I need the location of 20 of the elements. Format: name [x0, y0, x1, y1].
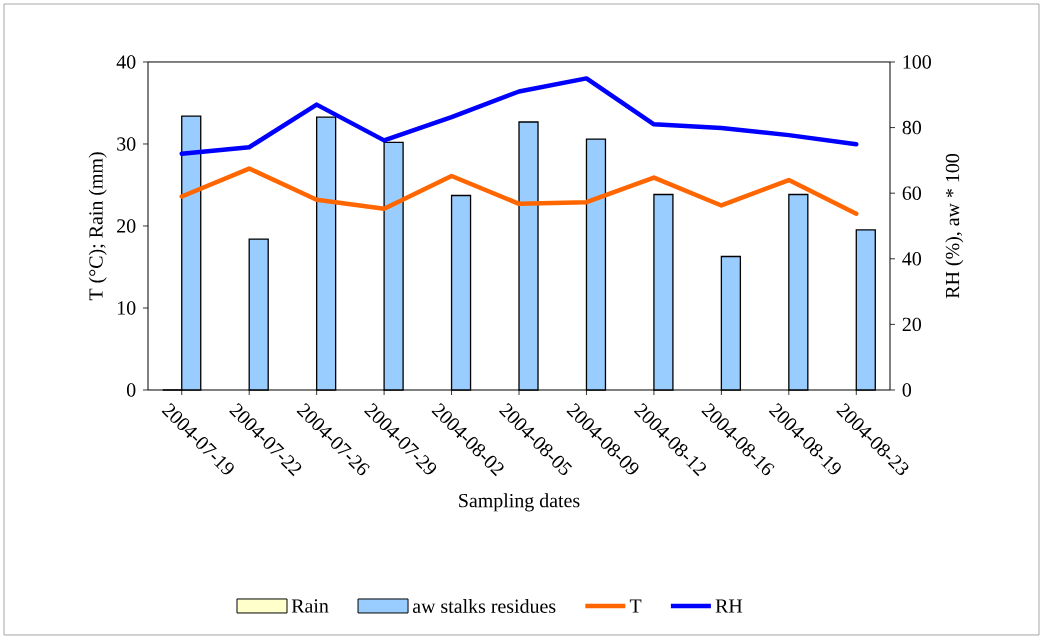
y-tick-label: 20 [117, 219, 136, 233]
y2-tick-label: 20 [902, 317, 922, 332]
y-tick-label: 10 [118, 301, 136, 315]
line-series [179, 166, 859, 216]
line-series [179, 76, 859, 157]
legend-label: T [629, 599, 642, 613]
x-axis-title: Sampling dates [459, 493, 580, 512]
y-tick-label: 40 [116, 55, 136, 69]
y2-tick-label: 40 [902, 252, 922, 266]
y2-tick-label: 100 [903, 55, 931, 69]
legend-label: Rain [291, 599, 329, 613]
legend-label: aw stalks residues [412, 598, 556, 613]
y2-tick-label: 60 [902, 186, 922, 200]
y2-tick-label: 0 [902, 383, 912, 397]
y-axis-title: T (°C); Rain (mm) [88, 152, 107, 301]
y-tick-label: 30 [117, 137, 136, 151]
y-tick-label: 0 [126, 383, 136, 397]
y2-axis-title: RH (%), aw * 100 [945, 154, 964, 299]
legend-label: RH [715, 599, 743, 613]
y2-tick-label: 80 [902, 120, 922, 135]
